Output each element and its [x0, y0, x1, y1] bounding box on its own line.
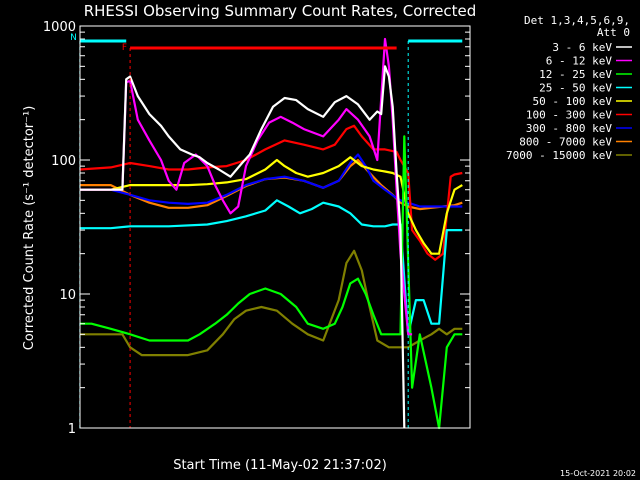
y-tick-label: 10: [59, 288, 76, 303]
legend-header: Att 0: [597, 26, 630, 39]
series-line-5: [79, 124, 463, 261]
series-line-6: [79, 153, 463, 208]
series-line-3: [79, 199, 463, 336]
y-axis-label: Corrected Count Rate (s⁻¹ detector⁻¹): [22, 106, 37, 351]
legend-label-1: 6 - 12 keV: [546, 55, 613, 68]
y-tick-label: 100: [51, 154, 76, 169]
legend-label-6: 300 - 800 keV: [526, 122, 612, 135]
axis-layer: 21:4522:0022:1522:3022:4523:0023:1511010…: [43, 20, 470, 437]
status-label-f: F: [122, 43, 127, 53]
y-tick-label: 1000: [43, 20, 76, 35]
legend-label-7: 800 - 7000 keV: [519, 136, 612, 149]
legend-label-3: 25 - 50 keV: [539, 82, 612, 95]
legend-label-2: 12 - 25 keV: [539, 68, 612, 81]
series-line-2: [79, 135, 463, 430]
chart-title: RHESSI Observing Summary Count Rates, Co…: [84, 2, 477, 20]
legend-label-0: 3 - 6 keV: [552, 41, 612, 54]
legend-label-8: 7000 - 15000 keV: [506, 149, 612, 162]
legend-label-4: 50 - 100 keV: [533, 95, 613, 108]
y-tick-label: 1: [68, 422, 76, 437]
status-label-n: N: [70, 33, 77, 43]
series-layer: [79, 37, 463, 430]
legend-label-5: 100 - 300 keV: [526, 109, 612, 122]
series-line-0: [79, 65, 406, 429]
footer-date: 15-Oct-2021 20:02: [560, 469, 636, 478]
x-axis-label: Start Time (11-May-02 21:37:02): [173, 458, 387, 473]
plot-frame: [79, 25, 471, 429]
legend-header: Det 1,3,4,5,6,9,: [524, 14, 630, 27]
series-line-4: [79, 156, 463, 255]
